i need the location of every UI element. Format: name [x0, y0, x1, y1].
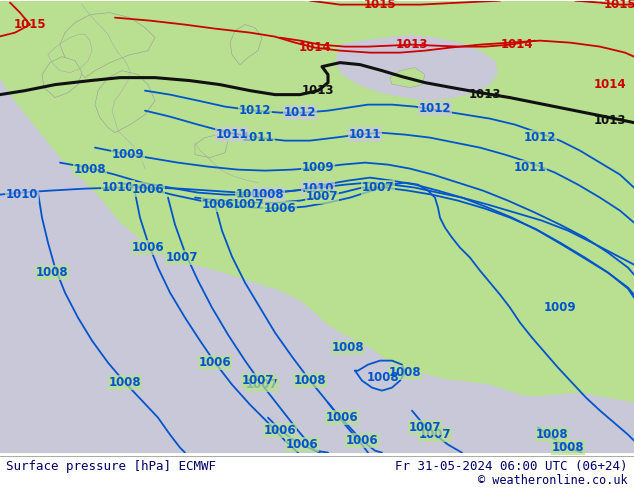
- Text: 1009: 1009: [112, 148, 145, 161]
- Text: 1006: 1006: [286, 438, 318, 451]
- Text: 1007: 1007: [232, 198, 264, 211]
- Text: 1014: 1014: [501, 38, 533, 51]
- Text: 1008: 1008: [536, 428, 568, 441]
- Text: 1007: 1007: [418, 428, 451, 441]
- Text: 1007: 1007: [409, 421, 441, 434]
- Text: 1008: 1008: [236, 188, 268, 201]
- Text: 1013: 1013: [396, 38, 428, 51]
- Text: 1008: 1008: [366, 371, 399, 384]
- Text: 1007: 1007: [242, 374, 275, 387]
- Polygon shape: [335, 35, 498, 100]
- Text: 1012: 1012: [418, 102, 451, 115]
- Text: 1008: 1008: [74, 163, 107, 176]
- Text: 1006: 1006: [132, 241, 164, 254]
- Polygon shape: [230, 24, 262, 65]
- Text: 1006: 1006: [264, 424, 296, 437]
- Polygon shape: [95, 71, 155, 133]
- Text: 1012: 1012: [239, 104, 271, 117]
- Polygon shape: [0, 0, 634, 453]
- Text: 1014: 1014: [299, 41, 332, 54]
- Text: 1006: 1006: [346, 434, 378, 447]
- Text: 1012: 1012: [524, 131, 556, 144]
- Text: 1009: 1009: [302, 161, 334, 174]
- Text: 1006: 1006: [202, 198, 235, 211]
- Polygon shape: [60, 13, 155, 77]
- Text: Surface pressure [hPa] ECMWF: Surface pressure [hPa] ECMWF: [6, 460, 216, 473]
- Text: © weatheronline.co.uk: © weatheronline.co.uk: [478, 474, 628, 487]
- Text: 1007: 1007: [246, 378, 278, 391]
- Text: 1008: 1008: [108, 376, 141, 389]
- Polygon shape: [0, 0, 634, 453]
- Polygon shape: [390, 68, 425, 88]
- Text: 1007: 1007: [165, 251, 198, 264]
- Text: 1014: 1014: [593, 78, 626, 91]
- Text: 1015: 1015: [14, 18, 46, 31]
- Text: 1015: 1015: [364, 0, 396, 11]
- Text: 1008: 1008: [389, 366, 422, 379]
- Text: 1012: 1012: [284, 106, 316, 119]
- Text: 1011: 1011: [349, 128, 381, 141]
- Text: 1011: 1011: [514, 161, 547, 174]
- Text: 1009: 1009: [544, 301, 576, 314]
- Text: 1010: 1010: [6, 188, 38, 201]
- Text: 1008: 1008: [36, 266, 68, 279]
- Text: Fr 31-05-2024 06:00 UTC (06+24): Fr 31-05-2024 06:00 UTC (06+24): [395, 460, 628, 473]
- Text: 1011: 1011: [242, 131, 275, 144]
- Text: 1015: 1015: [604, 0, 634, 11]
- Text: 1011: 1011: [216, 128, 249, 141]
- Text: 1008: 1008: [552, 441, 585, 454]
- Text: 1010: 1010: [302, 182, 334, 195]
- Text: 1008: 1008: [332, 341, 365, 354]
- Text: 1008: 1008: [294, 374, 327, 387]
- Text: 1008: 1008: [252, 188, 284, 201]
- Text: 1006: 1006: [132, 183, 164, 196]
- Text: 1006: 1006: [326, 411, 358, 424]
- Text: 1013: 1013: [594, 114, 626, 127]
- Text: 1013: 1013: [302, 84, 334, 97]
- Text: 1013: 1013: [469, 88, 501, 101]
- Text: 1007: 1007: [306, 190, 339, 203]
- Text: 1007: 1007: [362, 181, 394, 194]
- Text: 1010: 1010: [101, 181, 134, 194]
- Polygon shape: [195, 135, 228, 158]
- Text: 1006: 1006: [198, 356, 231, 369]
- Polygon shape: [42, 57, 82, 98]
- Text: 1006: 1006: [264, 202, 296, 215]
